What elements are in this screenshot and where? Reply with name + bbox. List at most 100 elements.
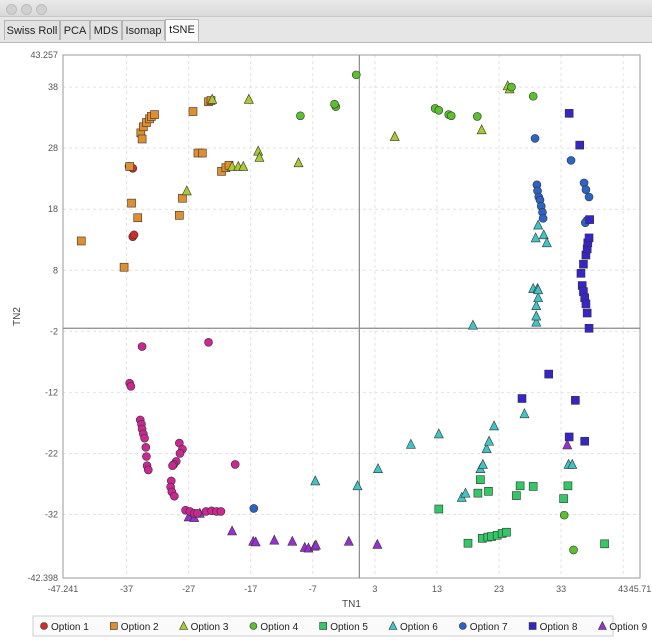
legend-item-option-8[interactable]: Option 8 <box>528 622 578 633</box>
point-option-5 <box>600 539 609 549</box>
point-option-4 <box>330 99 339 109</box>
point-option-9 <box>227 525 238 536</box>
x-tick-label: -17 <box>244 584 257 594</box>
legend-item-option-4[interactable]: Option 4 <box>249 622 299 633</box>
point-option-2 <box>119 262 129 272</box>
legend-label: Option 1 <box>51 622 89 633</box>
point-option-5 <box>559 494 568 503</box>
point-option-5 <box>563 481 573 491</box>
point-option-7 <box>566 156 576 165</box>
legend-item-option-2[interactable]: Option 2 <box>110 622 159 633</box>
y-tick-label: -42.398 <box>27 573 58 583</box>
point-option-10 <box>141 443 151 452</box>
x-tick-label: 45.71 <box>629 584 652 594</box>
point-option-5 <box>502 527 511 537</box>
legend-item-option-9[interactable]: Option 9 <box>597 620 648 634</box>
tab-mds[interactable]: MDS <box>90 20 122 40</box>
crosshair-lines <box>63 55 640 578</box>
point-option-4 <box>446 111 456 121</box>
legend-item-option-5[interactable]: Option 5 <box>319 622 369 633</box>
point-option-2 <box>188 107 198 116</box>
point-option-2 <box>137 134 147 144</box>
point-option-3 <box>476 124 487 135</box>
y-tick-label: -2 <box>50 326 58 336</box>
legend-label: Option 9 <box>609 622 647 633</box>
plot-area <box>62 54 641 579</box>
point-option-4 <box>559 510 569 520</box>
point-option-7 <box>581 185 591 194</box>
x-tick-label: -27 <box>182 584 195 594</box>
point-option-9 <box>287 535 298 546</box>
legend-item-option-7[interactable]: Option 7 <box>458 622 508 633</box>
point-option-9 <box>269 534 280 545</box>
point-option-8 <box>575 140 585 150</box>
point-option-10 <box>168 461 177 470</box>
point-option-10 <box>142 452 151 461</box>
y-axis-label: TN2 <box>12 307 23 326</box>
legend-marker <box>110 622 118 630</box>
point-option-10 <box>170 491 179 501</box>
point-option-5 <box>528 482 538 491</box>
point-option-4 <box>472 112 482 121</box>
point-option-6 <box>467 319 478 330</box>
point-option-6 <box>533 292 544 303</box>
tab-pca[interactable]: PCA <box>60 20 90 40</box>
point-option-5 <box>434 504 444 514</box>
minimize-window-icon[interactable] <box>21 4 32 15</box>
x-tick-label: -37 <box>120 584 133 594</box>
point-option-10 <box>175 449 185 458</box>
point-option-6 <box>533 219 544 230</box>
point-option-2 <box>133 213 143 223</box>
tab-bar: Swiss Roll PCA MDS Isomap tSNE <box>0 17 652 43</box>
legend-marker <box>388 620 398 630</box>
point-option-7 <box>584 192 594 202</box>
legend-marker <box>319 622 328 630</box>
point-option-6 <box>530 232 541 243</box>
point-option-5 <box>484 487 493 496</box>
legend-marker <box>458 622 467 630</box>
point-option-8 <box>580 436 589 446</box>
tab-isomap[interactable]: Isomap <box>122 20 165 40</box>
data-points <box>76 70 609 555</box>
point-option-8 <box>581 299 591 309</box>
close-window-icon[interactable] <box>6 4 17 15</box>
point-option-6 <box>531 300 542 310</box>
point-option-6 <box>538 229 549 240</box>
tab-swiss-roll[interactable]: Swiss Roll <box>4 20 60 40</box>
point-option-3 <box>253 145 264 156</box>
point-option-5 <box>476 475 485 485</box>
point-option-8 <box>584 233 594 243</box>
point-option-8 <box>544 369 553 379</box>
legend-marker <box>40 622 48 630</box>
point-option-6 <box>531 316 542 327</box>
legend-label: Option 7 <box>470 622 508 633</box>
legend-marker <box>179 620 189 630</box>
y-tick-label: -12 <box>45 387 58 397</box>
y-tick-label: 28 <box>48 143 58 153</box>
point-option-5 <box>515 481 525 491</box>
point-option-3 <box>389 130 400 141</box>
legend-item-option-1[interactable]: Option 1 <box>40 622 90 633</box>
point-option-6 <box>310 475 321 486</box>
legend-item-option-6[interactable]: Option 6 <box>388 620 438 634</box>
point-option-8 <box>576 269 586 278</box>
point-option-8 <box>582 308 592 318</box>
y-tick-label: -32 <box>45 510 58 520</box>
point-option-2 <box>198 148 207 158</box>
grid-lines <box>63 55 640 578</box>
point-option-6 <box>433 428 444 439</box>
point-option-7 <box>249 504 259 513</box>
x-tick-label: 33 <box>556 584 566 594</box>
tick-labels: -47.241 -37 -27 -17 -7 3 13 23 33 43 45.71 43.257 38… <box>27 50 651 594</box>
y-tick-label: 8 <box>53 265 58 275</box>
x-tick-label: 23 <box>494 584 504 594</box>
point-option-2 <box>150 110 159 119</box>
point-option-8 <box>584 323 594 333</box>
point-option-1 <box>129 230 139 240</box>
tab-tsne[interactable]: tSNE <box>165 19 199 41</box>
legend-label: Option 8 <box>540 622 578 633</box>
point-option-6 <box>460 487 471 498</box>
legend-item-option-3[interactable]: Option 3 <box>179 620 229 634</box>
zoom-window-icon[interactable] <box>36 4 47 15</box>
x-tick-label: -7 <box>309 584 317 594</box>
